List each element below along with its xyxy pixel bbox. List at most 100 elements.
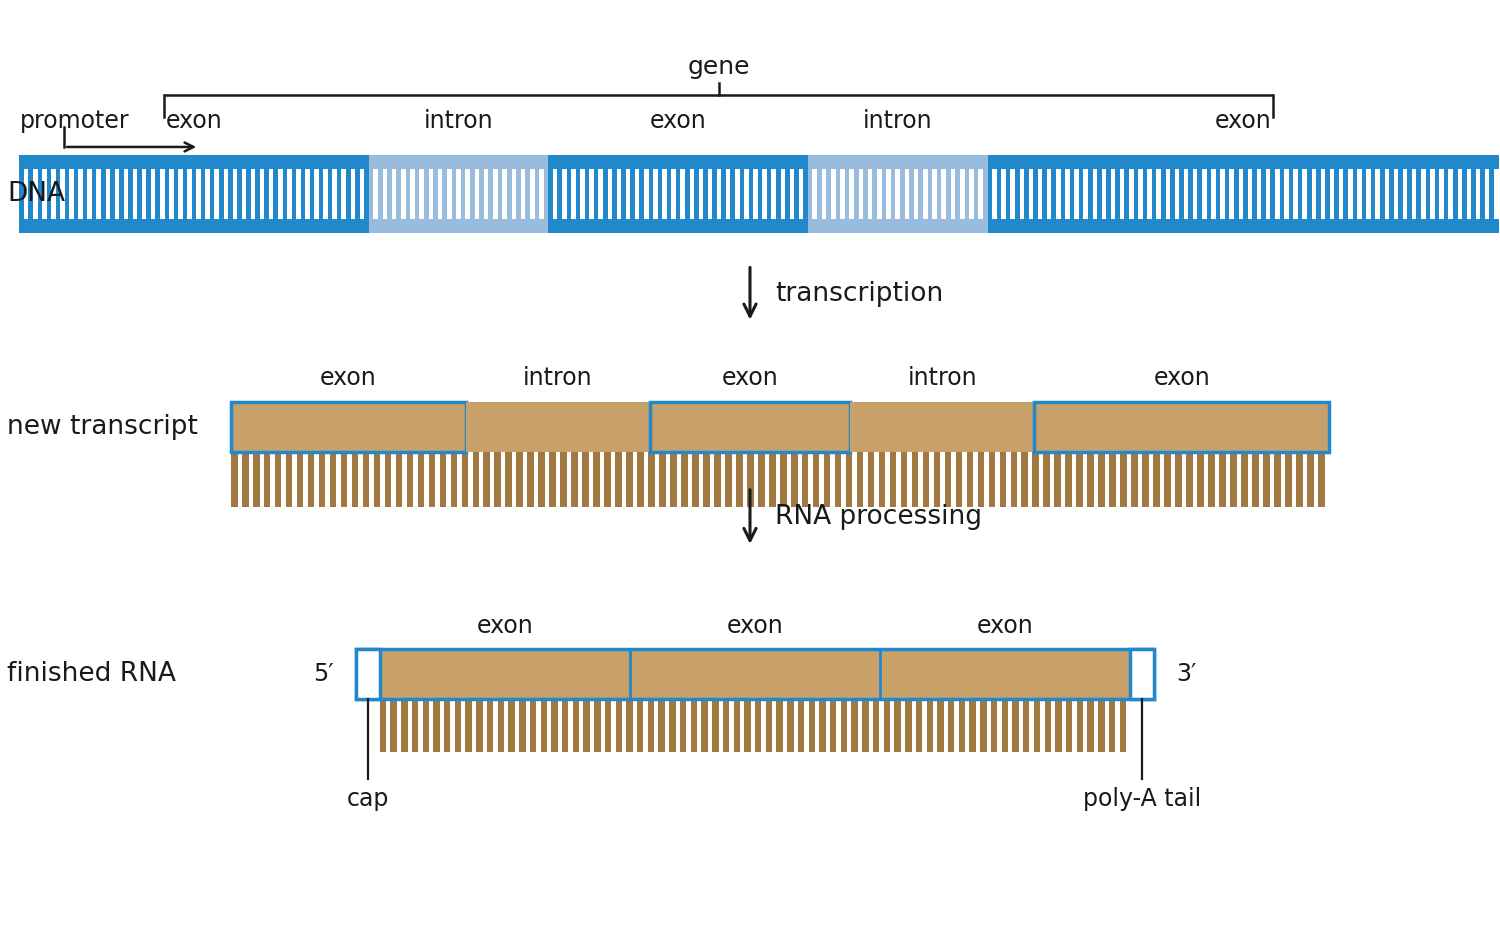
Bar: [736, 452, 742, 507]
Bar: [1032, 452, 1040, 507]
Bar: [231, 452, 237, 507]
Bar: [780, 452, 786, 507]
Bar: [634, 169, 639, 219]
Text: intron: intron: [862, 109, 933, 133]
Bar: [748, 169, 753, 219]
Bar: [1454, 169, 1458, 219]
Bar: [528, 452, 534, 507]
Bar: [1022, 452, 1028, 507]
Bar: [1208, 452, 1215, 507]
Bar: [712, 699, 718, 752]
Bar: [572, 169, 576, 219]
Bar: [472, 452, 478, 507]
Bar: [1248, 169, 1252, 219]
Bar: [722, 169, 726, 219]
Bar: [231, 402, 465, 452]
Bar: [1407, 169, 1412, 219]
Text: exon: exon: [650, 109, 706, 133]
Bar: [507, 169, 512, 219]
Bar: [808, 154, 987, 169]
Bar: [549, 452, 556, 507]
Bar: [1494, 169, 1498, 219]
Bar: [1184, 169, 1188, 219]
Bar: [1154, 452, 1160, 507]
Bar: [1384, 169, 1389, 219]
Bar: [846, 452, 852, 507]
Bar: [1002, 699, 1008, 752]
Bar: [351, 452, 358, 507]
Bar: [178, 169, 183, 219]
Bar: [214, 169, 219, 219]
Bar: [1065, 452, 1072, 507]
Bar: [784, 169, 789, 219]
Bar: [626, 452, 633, 507]
Bar: [118, 169, 123, 219]
Bar: [658, 452, 666, 507]
Bar: [621, 169, 626, 219]
Text: gene: gene: [687, 56, 750, 79]
Bar: [506, 452, 512, 507]
Bar: [1335, 169, 1340, 219]
Bar: [1284, 169, 1288, 219]
Bar: [1131, 649, 1155, 699]
Bar: [549, 219, 808, 233]
Bar: [46, 169, 51, 219]
Bar: [351, 169, 355, 219]
Bar: [1234, 169, 1239, 219]
Bar: [800, 169, 804, 219]
Bar: [363, 452, 369, 507]
Bar: [1110, 452, 1116, 507]
Bar: [433, 169, 438, 219]
Bar: [1188, 169, 1192, 219]
Bar: [770, 452, 776, 507]
Bar: [1420, 169, 1425, 219]
Bar: [433, 699, 439, 752]
Bar: [56, 169, 60, 219]
Bar: [438, 169, 442, 219]
Bar: [886, 169, 891, 219]
Bar: [406, 452, 412, 507]
Bar: [735, 169, 740, 219]
Bar: [291, 169, 296, 219]
Bar: [670, 452, 676, 507]
Bar: [1038, 169, 1042, 219]
Bar: [165, 169, 170, 219]
Bar: [754, 699, 762, 752]
Bar: [20, 219, 369, 233]
Bar: [232, 169, 237, 219]
Bar: [374, 169, 378, 219]
Bar: [273, 169, 278, 219]
Bar: [573, 699, 579, 752]
Bar: [282, 169, 286, 219]
Text: poly-A tail: poly-A tail: [1083, 788, 1202, 811]
Bar: [429, 169, 433, 219]
Bar: [488, 699, 494, 752]
Bar: [1098, 452, 1106, 507]
Bar: [758, 169, 762, 219]
Bar: [840, 169, 844, 219]
Bar: [585, 169, 590, 219]
Bar: [423, 699, 429, 752]
Bar: [572, 452, 578, 507]
Bar: [1274, 452, 1281, 507]
Bar: [1088, 169, 1092, 219]
Bar: [330, 452, 336, 507]
Bar: [1116, 169, 1120, 219]
Bar: [201, 169, 206, 219]
Bar: [831, 169, 836, 219]
Bar: [692, 452, 699, 507]
Bar: [1240, 452, 1248, 507]
Bar: [802, 452, 808, 507]
Bar: [652, 169, 657, 219]
Bar: [549, 169, 554, 219]
Bar: [405, 169, 410, 219]
Bar: [966, 452, 974, 507]
Bar: [346, 169, 351, 219]
Bar: [1398, 169, 1402, 219]
Bar: [413, 699, 419, 752]
Bar: [794, 169, 800, 219]
Bar: [460, 169, 465, 219]
Bar: [974, 169, 978, 219]
Bar: [849, 169, 853, 219]
Bar: [1013, 699, 1019, 752]
